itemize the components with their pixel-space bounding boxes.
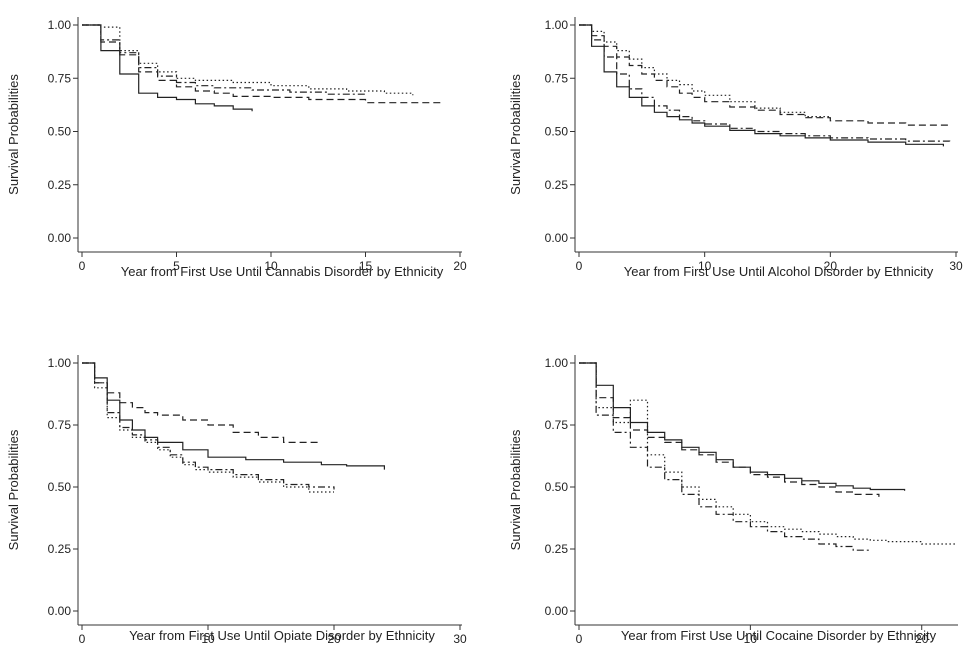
y-tick-label: 0.75 <box>545 71 569 85</box>
y-tick-label: 0.50 <box>48 480 72 494</box>
x-tick-label: 5 <box>173 259 180 273</box>
y-tick-label: 0.25 <box>48 542 72 556</box>
cocaine-survival-panel: 0.00 0.25 0.50 0.75 1.00 0 10 20 Survival Probab… <box>508 355 958 645</box>
opiate-survival-panel: 0.00 0.25 0.50 0.75 1.00 0 10 20 30 Survival Prob… <box>6 355 467 645</box>
x-axis-label: Year from First Use Until Opiate Disorde… <box>129 628 435 643</box>
cannabis-survival-panel: 0.00 0.25 0.50 0.75 1.00 0 5 10 15 20 Survival Pro… <box>6 17 467 279</box>
x-tick-label: 0 <box>576 632 583 645</box>
y-tick-label: 0.25 <box>545 542 569 556</box>
series-dotted-line <box>579 24 831 119</box>
y-tick-label: 0.50 <box>48 125 72 139</box>
series-dashed-line <box>82 362 322 443</box>
y-tick-label: 1.00 <box>545 18 569 32</box>
y-tick-label: 0.75 <box>48 418 72 432</box>
x-tick-label: 15 <box>359 259 373 273</box>
x-tick-label: 30 <box>949 259 963 273</box>
x-axis-label: Year from First Use Until Alcohol Disord… <box>624 264 934 279</box>
series-dashed-line <box>579 362 880 497</box>
x-tick-label: 20 <box>824 259 838 273</box>
x-tick-label: 20 <box>915 632 929 645</box>
y-tick-label: 1.00 <box>545 356 569 370</box>
x-tick-label: 10 <box>698 259 712 273</box>
y-tick-label: 0.75 <box>48 71 72 85</box>
x-tick-label: 10 <box>744 632 758 645</box>
y-tick-label: 0.00 <box>48 604 72 618</box>
y-tick-label: 1.00 <box>48 356 72 370</box>
series-dashed-line <box>579 24 951 128</box>
x-tick-label: 0 <box>79 259 86 273</box>
series-dotted-line <box>579 362 957 546</box>
y-tick-label: 0.00 <box>545 604 569 618</box>
series-dashdot-line <box>579 24 951 143</box>
x-tick-label: 0 <box>79 632 86 645</box>
series-dotted-line <box>82 24 414 96</box>
x-tick-label: 20 <box>453 259 467 273</box>
x-axis-label: Year from First Use Until Cannabis Disor… <box>121 264 444 279</box>
y-tick-label: 0.00 <box>48 231 72 245</box>
y-axis-label: Survival Probabilities <box>6 74 21 195</box>
x-tick-label: 10 <box>264 259 278 273</box>
y-tick-label: 0.00 <box>545 231 569 245</box>
series-solid-line <box>579 24 944 147</box>
x-tick-label: 30 <box>453 632 467 645</box>
x-tick-label: 10 <box>201 632 215 645</box>
series-solid-line <box>579 362 906 491</box>
series-dashdot-line <box>579 362 871 552</box>
alcohol-survival-panel: 0.00 0.25 0.50 0.75 1.00 0 10 20 30 Survival Prob… <box>508 17 963 279</box>
y-axis-label: Survival Probabilities <box>6 429 21 550</box>
y-tick-label: 0.25 <box>48 178 72 192</box>
series-dashed-line <box>82 24 442 104</box>
series-dashdot-line <box>82 362 335 490</box>
x-tick-label: 20 <box>327 632 341 645</box>
series-dotted-line <box>82 362 334 493</box>
series-solid-line <box>82 362 385 470</box>
y-axis-label: Survival Probabilities <box>508 429 523 550</box>
y-tick-label: 0.50 <box>545 125 569 139</box>
series-dashdot-line <box>82 24 367 97</box>
y-axis-label: Survival Probabilities <box>508 74 523 195</box>
y-tick-label: 0.75 <box>545 418 569 432</box>
x-tick-label: 0 <box>576 259 583 273</box>
x-axis-label: Year from First Use Until Cocaine Disord… <box>621 628 937 643</box>
y-tick-label: 0.25 <box>545 178 569 192</box>
y-tick-label: 1.00 <box>48 18 72 32</box>
y-tick-label: 0.50 <box>545 480 569 494</box>
series-solid-line <box>82 24 253 112</box>
